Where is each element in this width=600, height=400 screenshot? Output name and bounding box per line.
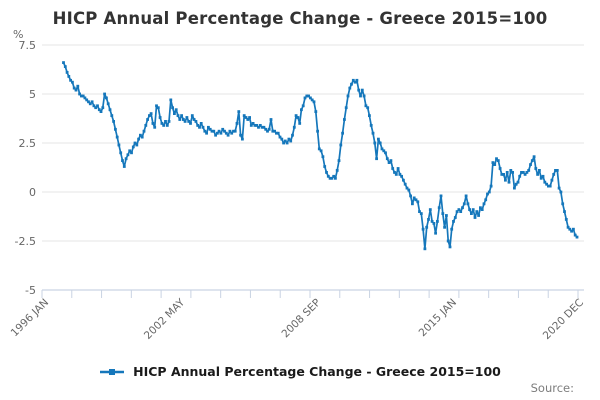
svg-text:2.5: 2.5: [19, 137, 37, 150]
legend-label: HICP Annual Percentage Change - Greece 2…: [133, 364, 501, 379]
hicp-series-markers: [62, 61, 579, 251]
svg-text:7.5: 7.5: [19, 39, 37, 52]
source-label: Source:: [530, 381, 574, 395]
hicp-series-line: [62, 61, 578, 250]
legend: HICP Annual Percentage Change - Greece 2…: [0, 364, 600, 379]
svg-text:1996 JAN: 1996 JAN: [9, 297, 51, 339]
legend-line-swatch: [100, 368, 125, 375]
svg-text:2008 SEP: 2008 SEP: [279, 297, 323, 341]
y-axis-unit-label: %: [13, 28, 23, 41]
svg-text:2015 JAN: 2015 JAN: [417, 297, 459, 339]
svg-text:5: 5: [29, 88, 36, 101]
y-tick-labels: 7.5 5 2.5 0 -2.5 -5: [15, 39, 36, 297]
svg-text:-5: -5: [25, 284, 36, 297]
plot-area: 7.5 5 2.5 0 -2.5 -5% 1996 JAN 2002 MAY 2008 SEP 2…: [9, 28, 586, 342]
y-gridlines: [42, 44, 584, 242]
chart-title: HICP Annual Percentage Change - Greece 2…: [52, 9, 548, 28]
svg-text:-2.5: -2.5: [15, 235, 36, 248]
x-tick-labels: 1996 JAN 2002 MAY 2008 SEP 2015 JAN 2020 DEC: [9, 296, 586, 342]
svg-text:2020 DEC: 2020 DEC: [541, 297, 586, 342]
svg-text:0: 0: [29, 186, 36, 199]
x-axis-ticks: [41, 290, 579, 298]
svg-text:2002 MAY: 2002 MAY: [142, 296, 188, 342]
